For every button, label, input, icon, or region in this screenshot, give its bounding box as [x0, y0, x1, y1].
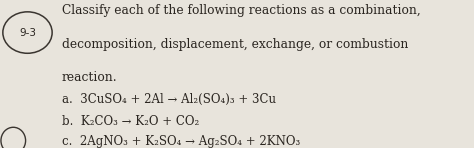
Text: b.  K₂CO₃ → K₂O + CO₂: b. K₂CO₃ → K₂O + CO₂	[62, 115, 199, 128]
Text: decomposition, displacement, exchange, or combustion: decomposition, displacement, exchange, o…	[62, 38, 408, 52]
Text: 9-3: 9-3	[19, 28, 36, 38]
Text: Classify each of the following reactions as a combination,: Classify each of the following reactions…	[62, 4, 420, 17]
Text: a.  3CuSO₄ + 2Al → Al₂(SO₄)₃ + 3Cu: a. 3CuSO₄ + 2Al → Al₂(SO₄)₃ + 3Cu	[62, 93, 275, 106]
Text: c.  2AgNO₃ + K₂SO₄ → Ag₂SO₄ + 2KNO₃: c. 2AgNO₃ + K₂SO₄ → Ag₂SO₄ + 2KNO₃	[62, 135, 300, 148]
Text: reaction.: reaction.	[62, 71, 117, 84]
